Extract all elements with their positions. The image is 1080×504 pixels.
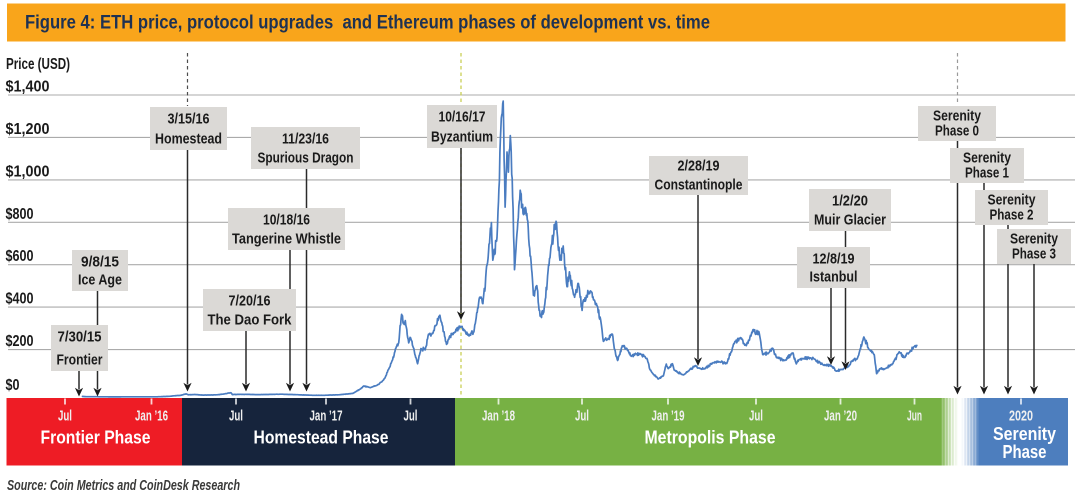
svg-text:Homestead Phase: Homestead Phase bbox=[254, 428, 389, 448]
svg-text:Jul: Jul bbox=[404, 408, 418, 425]
svg-text:Jan ’16: Jan ’16 bbox=[135, 408, 168, 425]
svg-text:Jul: Jul bbox=[749, 408, 763, 425]
svg-text:7/30/15: 7/30/15 bbox=[58, 329, 102, 346]
svg-text:The Dao Fork: The Dao Fork bbox=[208, 312, 293, 329]
svg-text:3/15/16: 3/15/16 bbox=[168, 111, 210, 128]
svg-text:Figure 4: ETH price, protocol: Figure 4: ETH price, protocol upgrades a… bbox=[25, 13, 710, 34]
svg-text:Tangerine Whistle: Tangerine Whistle bbox=[232, 231, 341, 248]
svg-text:$0: $0 bbox=[6, 377, 20, 394]
svg-text:Serenity: Serenity bbox=[993, 424, 1056, 444]
svg-text:Jul: Jul bbox=[575, 408, 589, 425]
svg-text:$800: $800 bbox=[6, 206, 34, 223]
svg-text:Serenity: Serenity bbox=[963, 150, 1012, 167]
svg-text:Jun: Jun bbox=[907, 408, 922, 425]
svg-text:7/20/16: 7/20/16 bbox=[229, 293, 271, 310]
svg-text:$1,200: $1,200 bbox=[6, 121, 50, 138]
svg-text:2020: 2020 bbox=[1009, 408, 1033, 425]
svg-text:$400: $400 bbox=[6, 291, 34, 308]
svg-text:Serenity: Serenity bbox=[1010, 231, 1059, 248]
svg-text:9/8/15: 9/8/15 bbox=[81, 254, 119, 271]
svg-text:Phase 1: Phase 1 bbox=[965, 165, 1009, 182]
svg-text:Frontier: Frontier bbox=[57, 352, 103, 369]
svg-text:Istanbul: Istanbul bbox=[810, 269, 858, 286]
svg-text:$1,000: $1,000 bbox=[6, 163, 50, 180]
svg-text:Serenity: Serenity bbox=[988, 192, 1037, 209]
svg-text:Phase: Phase bbox=[1003, 442, 1047, 462]
svg-text:Ice Age: Ice Age bbox=[78, 272, 122, 289]
svg-text:10/18/16: 10/18/16 bbox=[263, 212, 310, 229]
svg-text:Frontier Phase: Frontier Phase bbox=[41, 428, 151, 448]
svg-text:Muir Glacier: Muir Glacier bbox=[814, 212, 886, 229]
svg-text:$200: $200 bbox=[6, 333, 34, 350]
svg-text:Constantinople: Constantinople bbox=[655, 177, 743, 194]
svg-text:Jan ’20: Jan ’20 bbox=[824, 408, 857, 425]
svg-text:Phase 0: Phase 0 bbox=[935, 123, 979, 140]
svg-text:1/2/20: 1/2/20 bbox=[832, 193, 868, 210]
svg-text:Price (USD): Price (USD) bbox=[6, 56, 70, 73]
svg-text:Byzantium: Byzantium bbox=[431, 129, 493, 146]
svg-text:Jan ’19: Jan ’19 bbox=[652, 408, 685, 425]
svg-text:Jul: Jul bbox=[58, 408, 72, 425]
svg-text:Jul: Jul bbox=[229, 408, 243, 425]
svg-text:10/16/17: 10/16/17 bbox=[439, 109, 486, 126]
svg-text:Spurious Dragon: Spurious Dragon bbox=[258, 150, 354, 167]
svg-text:12/8/19: 12/8/19 bbox=[813, 251, 855, 268]
svg-text:$600: $600 bbox=[6, 248, 34, 265]
svg-text:Source: Coin Metrics and CoinD: Source: Coin Metrics and CoinDesk Resear… bbox=[7, 478, 240, 494]
svg-text:Phase 2: Phase 2 bbox=[990, 207, 1034, 224]
svg-text:2/28/19: 2/28/19 bbox=[678, 158, 720, 175]
svg-text:11/23/16: 11/23/16 bbox=[282, 131, 329, 148]
svg-text:Serenity: Serenity bbox=[933, 108, 982, 125]
svg-text:$1,400: $1,400 bbox=[6, 79, 50, 96]
svg-text:Jan ’18: Jan ’18 bbox=[482, 408, 515, 425]
svg-text:Phase 3: Phase 3 bbox=[1012, 246, 1056, 263]
svg-text:Metropolis Phase: Metropolis Phase bbox=[645, 428, 776, 448]
svg-text:Jan ’17: Jan ’17 bbox=[310, 408, 343, 425]
svg-text:Homestead: Homestead bbox=[155, 131, 222, 148]
